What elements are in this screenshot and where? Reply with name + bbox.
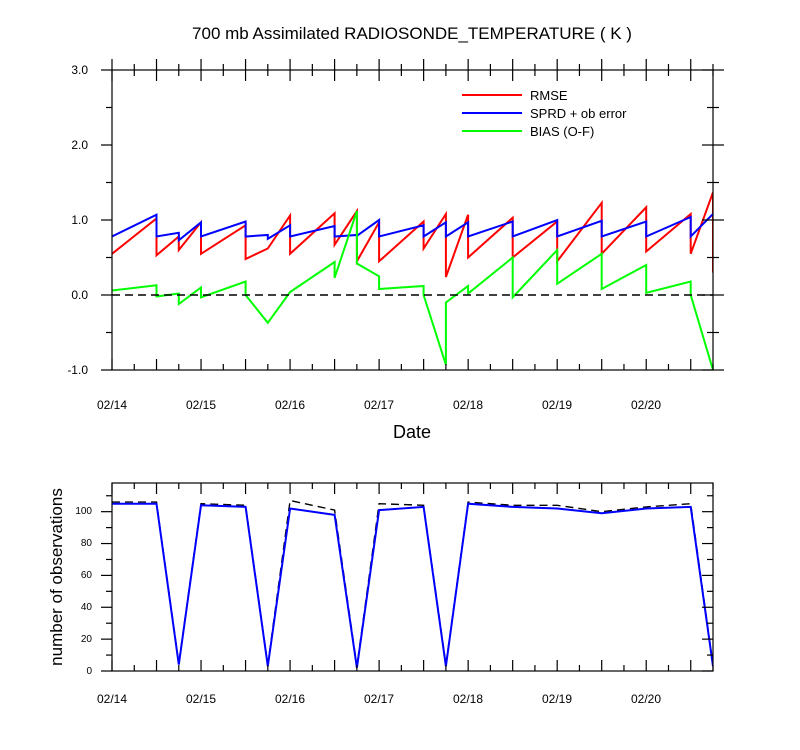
- bottom-x-tick-label-0214: 02/14: [97, 692, 127, 706]
- x-axis-label: Date: [393, 422, 431, 442]
- bottom-x-tick-label-0218: 02/18: [453, 692, 483, 706]
- bottom-x-tick-label-0220: 02/20: [631, 692, 661, 706]
- legend: RMSE SPRD + ob error BIAS (O-F): [462, 88, 627, 139]
- bottom-y-tick-label-80: 80: [81, 538, 93, 549]
- top-series-sprd-ob-error: [112, 213, 713, 243]
- bottom-y-tick-labels: 100 80 60 40 20 0: [75, 506, 92, 677]
- y-tick-label-0: 0.0: [71, 288, 88, 302]
- bottom-x-tick-label-0217: 02/17: [364, 692, 394, 706]
- bottom-y-tick-label-0: 0: [86, 666, 92, 677]
- y-tick-label-minus1: -1.0: [67, 363, 88, 377]
- x-tick-label-0215: 02/15: [186, 398, 216, 412]
- top-y-tick-labels: 3.0 2.0 1.0 0.0 -1.0: [67, 63, 88, 377]
- chart-title: 700 mb Assimilated RADIOSONDE_TEMPERATUR…: [192, 24, 632, 43]
- legend-label-rmse: RMSE: [530, 88, 568, 103]
- y-tick-label-1: 1.0: [71, 213, 88, 227]
- bottom-y-tick-label-20: 20: [81, 634, 93, 645]
- bottom-series-obs-used: [112, 502, 713, 668]
- bottom-y-axis-label: number of observations: [47, 488, 66, 666]
- y-tick-label-2: 2.0: [71, 138, 88, 152]
- bottom-series-obs-possible: [112, 499, 713, 667]
- bottom-y-tick-label-100: 100: [75, 506, 92, 517]
- bottom-tick-layer: [101, 483, 714, 672]
- legend-label-sprd: SPRD + ob error: [530, 106, 627, 121]
- top-series-layer: [112, 191, 713, 370]
- bottom-x-tick-label-0216: 02/16: [275, 692, 305, 706]
- legend-label-bias: BIAS (O-F): [530, 124, 594, 139]
- top-series-bias-o-f: [112, 210, 713, 370]
- bottom-x-tick-label-0219: 02/19: [542, 692, 572, 706]
- top-tick-layer: [101, 59, 724, 371]
- x-tick-label-0217: 02/17: [364, 398, 394, 412]
- bottom-y-tick-label-60: 60: [81, 570, 93, 581]
- bottom-x-tick-labels: 02/14 02/15 02/16 02/17 02/18 02/19 02/2…: [97, 692, 661, 706]
- x-tick-label-0219: 02/19: [542, 398, 572, 412]
- x-tick-label-0218: 02/18: [453, 398, 483, 412]
- top-panel: 3.0 2.0 1.0 0.0 -1.0 02/14 02/15 02/16 0…: [67, 59, 724, 442]
- x-tick-label-0216: 02/16: [275, 398, 305, 412]
- bottom-plot-frame: [111, 482, 714, 672]
- bottom-x-tick-label-0215: 02/15: [186, 692, 216, 706]
- bottom-y-tick-label-40: 40: [81, 602, 93, 613]
- x-tick-label-0220: 02/20: [631, 398, 661, 412]
- y-tick-label-3: 3.0: [71, 63, 88, 77]
- bottom-panel: 100 80 60 40 20 0 02/14 02/15 02/16 02/1…: [47, 482, 714, 706]
- x-tick-label-0214: 02/14: [97, 398, 127, 412]
- top-x-tick-labels: 02/14 02/15 02/16 02/17 02/18 02/19 02/2…: [97, 398, 661, 412]
- top-series-rmse: [112, 191, 713, 278]
- bottom-series-layer: [112, 499, 713, 668]
